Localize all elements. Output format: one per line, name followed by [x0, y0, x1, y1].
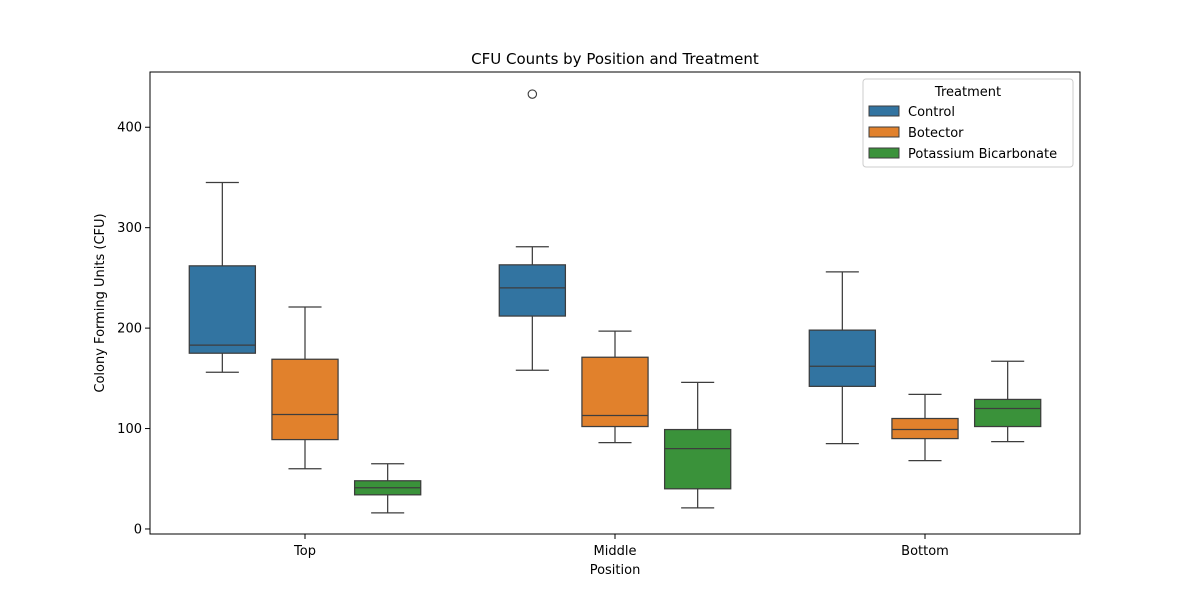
- iqr-box: [973, 398, 1042, 428]
- box-potassium-bicarbonate-top: [353, 463, 422, 514]
- box-botector-top: [271, 306, 339, 470]
- legend-title: Treatment: [934, 85, 1001, 100]
- legend-label: Control: [908, 105, 955, 120]
- legend-label: Botector: [908, 126, 964, 141]
- y-tick-label: 0: [134, 522, 142, 537]
- iqr-box: [891, 417, 959, 440]
- box-control-bottom: [808, 271, 877, 445]
- box-botector-bottom: [891, 393, 959, 462]
- y-axis-label: Colony Forming Units (CFU): [93, 213, 108, 392]
- legend-label: Potassium Bicarbonate: [908, 147, 1057, 162]
- iqr-box: [498, 264, 567, 317]
- box-potassium-bicarbonate-bottom: [973, 360, 1042, 443]
- x-tick-label: Top: [293, 544, 316, 559]
- legend-swatch: [868, 147, 900, 159]
- box-control-top: [188, 181, 257, 373]
- iqr-box: [808, 329, 877, 387]
- y-tick-label: 400: [117, 121, 142, 136]
- boxes-layer: [188, 89, 1042, 514]
- box-control-middle: [498, 89, 567, 371]
- outlier-point: [527, 89, 538, 99]
- x-axis-label: Position: [590, 563, 641, 578]
- legend-swatch: [868, 105, 900, 117]
- chart-title: CFU Counts by Position and Treatment: [471, 50, 759, 68]
- iqr-box: [188, 265, 257, 354]
- legend-frame: [862, 78, 1074, 168]
- y-tick-label: 300: [117, 221, 142, 236]
- x-axis: Top Middle Bottom: [293, 534, 949, 559]
- x-tick-label: Bottom: [901, 544, 949, 559]
- iqr-box: [271, 358, 339, 441]
- y-tick-label: 100: [117, 422, 142, 437]
- x-tick-label: Middle: [594, 544, 637, 559]
- legend-swatch: [868, 126, 900, 138]
- box-botector-middle: [581, 330, 649, 444]
- y-tick-label: 200: [117, 322, 142, 337]
- y-axis: 0 100 200 300 400: [117, 121, 150, 537]
- iqr-box: [581, 356, 649, 428]
- iqr-box: [663, 428, 732, 490]
- box-potassium-bicarbonate-middle: [663, 381, 732, 509]
- legend: Treatment Control Botector Potassium Bicar…: [862, 78, 1074, 168]
